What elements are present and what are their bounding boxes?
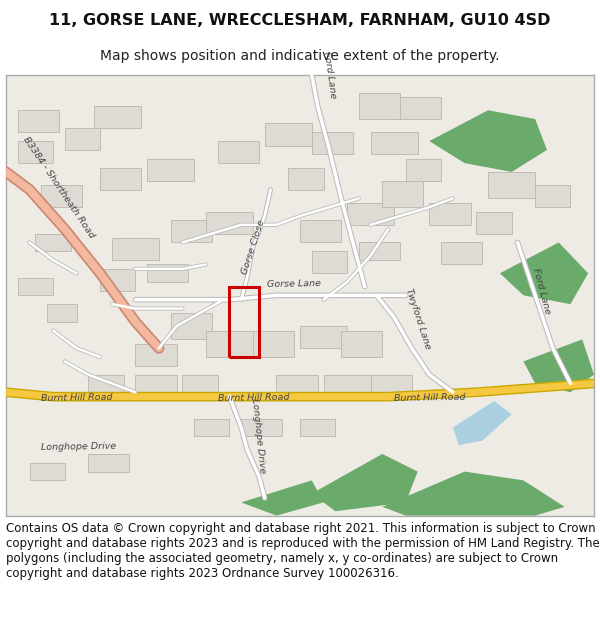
Polygon shape <box>147 159 194 181</box>
Text: Longhope Drive: Longhope Drive <box>41 441 116 451</box>
Polygon shape <box>535 185 571 208</box>
Polygon shape <box>218 141 259 163</box>
Polygon shape <box>371 374 412 392</box>
Polygon shape <box>300 326 347 348</box>
Polygon shape <box>100 168 141 189</box>
Text: Map shows position and indicative extent of the property.: Map shows position and indicative extent… <box>100 49 500 63</box>
Polygon shape <box>147 264 188 282</box>
Polygon shape <box>253 331 294 357</box>
Polygon shape <box>341 331 382 357</box>
Polygon shape <box>300 419 335 436</box>
Polygon shape <box>112 238 159 260</box>
Polygon shape <box>170 313 212 339</box>
Polygon shape <box>277 374 317 392</box>
Polygon shape <box>88 454 130 471</box>
Text: Gorse Close: Gorse Close <box>240 218 266 275</box>
Polygon shape <box>523 339 594 392</box>
Text: B3384 - Shortheath Road: B3384 - Shortheath Road <box>22 135 96 240</box>
Polygon shape <box>35 234 71 251</box>
Polygon shape <box>323 374 371 392</box>
Polygon shape <box>18 278 53 296</box>
Text: Ford Lane: Ford Lane <box>530 267 551 315</box>
Polygon shape <box>312 132 353 154</box>
Polygon shape <box>382 181 424 208</box>
Polygon shape <box>430 110 547 172</box>
Polygon shape <box>241 481 323 516</box>
Text: Twyford Lane: Twyford Lane <box>404 287 431 350</box>
Polygon shape <box>100 269 136 291</box>
Polygon shape <box>406 159 441 181</box>
Polygon shape <box>94 106 141 128</box>
Text: Contains OS data © Crown copyright and database right 2021. This information is : Contains OS data © Crown copyright and d… <box>6 522 600 580</box>
Polygon shape <box>41 185 82 208</box>
Polygon shape <box>206 331 253 357</box>
Polygon shape <box>430 202 470 225</box>
Polygon shape <box>312 251 347 273</box>
Text: Burnt Hill Road: Burnt Hill Road <box>394 393 466 403</box>
Polygon shape <box>347 202 394 225</box>
Text: Burnt Hill Road: Burnt Hill Road <box>218 393 289 403</box>
Polygon shape <box>359 242 400 260</box>
Polygon shape <box>206 212 253 234</box>
Polygon shape <box>18 110 59 132</box>
Text: Burnt Hill Road: Burnt Hill Road <box>41 393 113 403</box>
Polygon shape <box>65 128 100 150</box>
Text: Ford Lane: Ford Lane <box>322 51 337 99</box>
Polygon shape <box>300 221 341 243</box>
Polygon shape <box>312 454 418 511</box>
Polygon shape <box>500 242 588 304</box>
Text: Gorse Lane: Gorse Lane <box>267 279 321 289</box>
Polygon shape <box>88 374 124 392</box>
Text: Longhope Drive: Longhope Drive <box>250 398 267 474</box>
Polygon shape <box>371 132 418 154</box>
Polygon shape <box>359 92 400 119</box>
Polygon shape <box>488 172 535 198</box>
Polygon shape <box>194 419 229 436</box>
Polygon shape <box>441 242 482 264</box>
Text: 11, GORSE LANE, WRECCLESHAM, FARNHAM, GU10 4SD: 11, GORSE LANE, WRECCLESHAM, FARNHAM, GU… <box>49 12 551 28</box>
Polygon shape <box>288 168 323 189</box>
Polygon shape <box>136 374 176 392</box>
Polygon shape <box>29 462 65 481</box>
Polygon shape <box>394 97 441 119</box>
Polygon shape <box>265 124 312 146</box>
Polygon shape <box>241 419 283 436</box>
Polygon shape <box>136 344 176 366</box>
Polygon shape <box>170 221 212 243</box>
Polygon shape <box>182 374 218 392</box>
Polygon shape <box>47 304 77 322</box>
Polygon shape <box>382 471 565 516</box>
Polygon shape <box>476 212 512 234</box>
Polygon shape <box>18 141 53 163</box>
Polygon shape <box>453 401 512 445</box>
